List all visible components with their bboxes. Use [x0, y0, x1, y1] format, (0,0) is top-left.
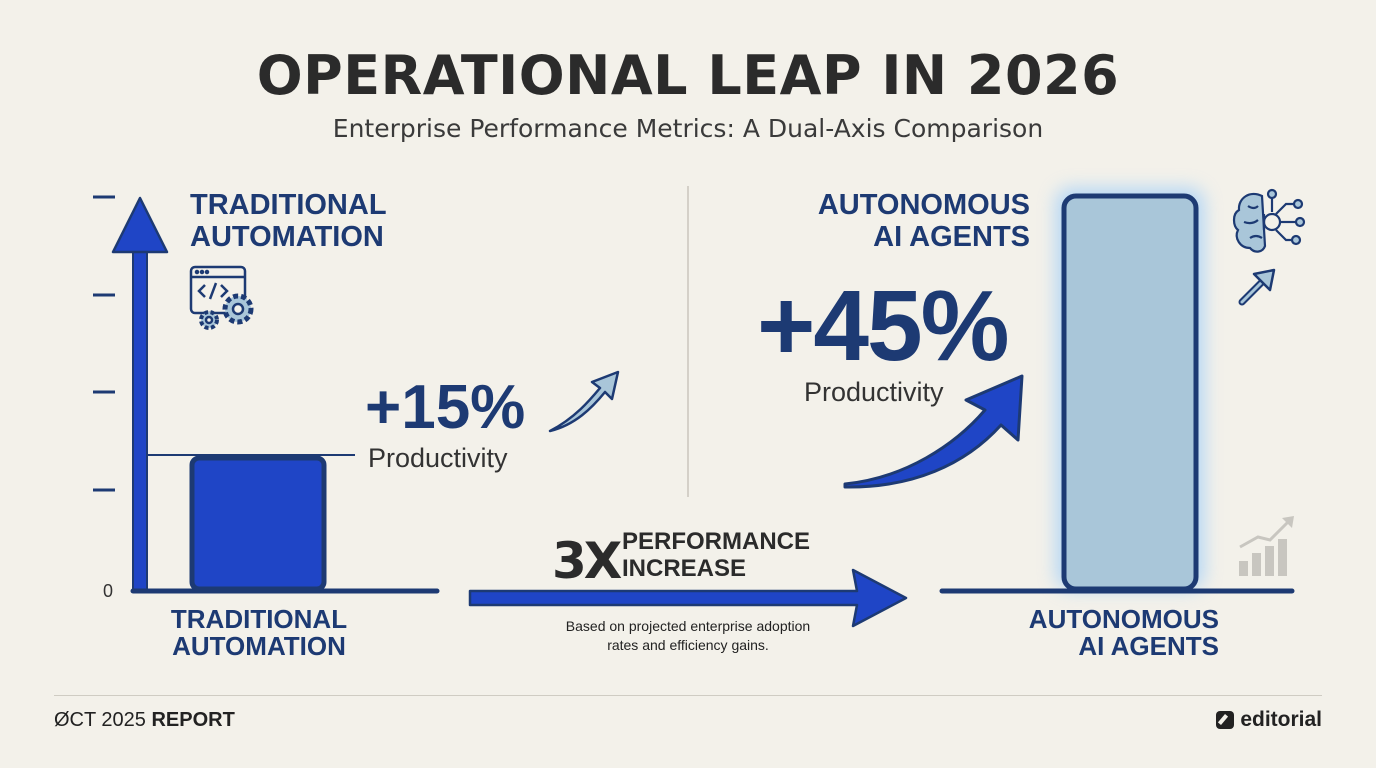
axis-zero-label: 0 — [103, 581, 113, 601]
footer-date: ØCT 2025 — [54, 709, 146, 731]
growth-chart-icon — [1239, 516, 1294, 576]
code-gear-icon — [189, 265, 254, 330]
performance-arrow — [468, 568, 908, 628]
footer-report: REPORT — [151, 709, 235, 731]
right-heading-line2: AI AGENTS — [873, 221, 1030, 253]
multiplier-text-line1: PERFORMANCE — [622, 528, 810, 555]
large-up-arrow-icon — [843, 374, 1024, 489]
x-label-traditional-line1: TRADITIONAL — [171, 604, 347, 634]
page-title: OPERATIONAL LEAP IN 2026 — [256, 44, 1120, 107]
brain-circuit-icon — [1232, 188, 1306, 253]
x-label-traditional-line2: AUTOMATION — [172, 631, 346, 661]
annotation-note-line2: rates and efficiency gains. — [607, 637, 769, 653]
bar-autonomous-ai-agents — [1061, 193, 1199, 592]
value-label-ai-agents: +45% — [757, 270, 1008, 382]
metric-label-ai-agents: Productivity — [804, 377, 944, 407]
left-y-axis — [111, 196, 169, 593]
x-label-ai-agents-line1: AUTONOMOUS — [1029, 604, 1219, 634]
pencil-logo-icon — [1216, 711, 1235, 729]
footer-brand: editorial — [1216, 708, 1322, 732]
page-subtitle: Enterprise Performance Metrics: A Dual-A… — [332, 114, 1044, 143]
multiplier-value: 3X — [552, 532, 622, 590]
left-heading-line1: TRADITIONAL — [190, 189, 387, 221]
diagonal-arrow-icon — [1238, 268, 1276, 306]
footer-report-date: ØCT 2025 REPORT — [54, 709, 235, 732]
left-axis-ticks — [93, 195, 115, 492]
multiplier-text-line2: INCREASE — [622, 555, 746, 582]
brand-name: editorial — [1240, 708, 1322, 731]
x-label-ai-agents-line2: AI AGENTS — [1078, 631, 1219, 661]
metric-label-traditional: Productivity — [368, 443, 508, 473]
annotation-note-line1: Based on projected enterprise adoption — [566, 618, 810, 634]
left-heading-line2: AUTOMATION — [190, 221, 384, 253]
right-heading-line1: AUTONOMOUS — [818, 189, 1030, 221]
footer-divider — [54, 695, 1322, 696]
bar-traditional-automation — [189, 455, 327, 592]
value-label-traditional: +15% — [365, 373, 525, 442]
small-up-arrow-icon — [548, 370, 620, 433]
